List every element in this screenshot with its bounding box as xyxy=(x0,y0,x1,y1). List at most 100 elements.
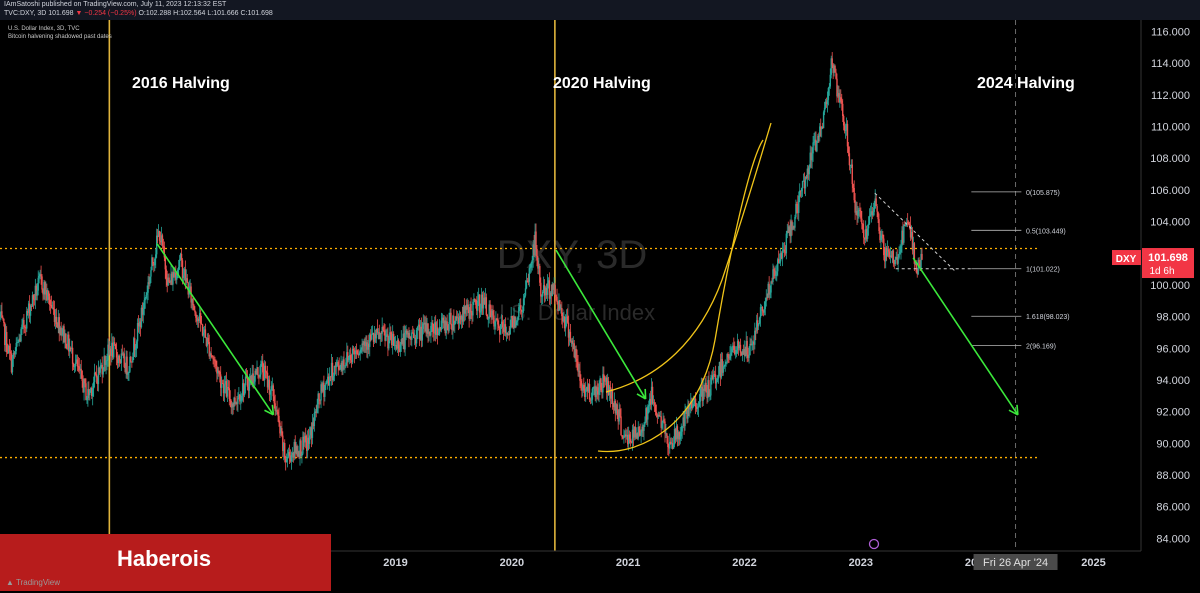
candle-body xyxy=(200,323,203,325)
candle-body xyxy=(159,240,162,243)
candle-body xyxy=(909,225,912,238)
candle-body xyxy=(380,333,382,335)
x-tick-label: 2019 xyxy=(383,557,407,569)
candle-body xyxy=(21,324,23,330)
candle-body xyxy=(657,414,660,417)
candle-body xyxy=(482,297,485,309)
candle-body xyxy=(234,397,236,404)
candle-body xyxy=(489,304,491,311)
candle-body xyxy=(170,273,172,283)
price-chart[interactable]: DXY, 3D U.S. Dollar Index 0(105.875)0.5(… xyxy=(0,20,1200,593)
candle-body xyxy=(299,440,301,458)
candle-body xyxy=(820,126,822,130)
candle-body xyxy=(519,305,521,308)
candle-body xyxy=(136,322,139,342)
candle-body xyxy=(729,355,731,359)
candle-body xyxy=(30,305,33,307)
price-axis[interactable] xyxy=(1141,20,1200,551)
candle-body xyxy=(103,356,105,371)
candle-body xyxy=(303,436,305,443)
candle-body xyxy=(499,328,501,335)
candle-body xyxy=(528,268,531,282)
arrow-head xyxy=(1008,409,1019,416)
candle-body xyxy=(440,320,443,330)
candle-body xyxy=(582,385,584,391)
candle-body xyxy=(522,298,525,311)
candle-body xyxy=(349,355,352,361)
candle-body xyxy=(855,210,857,213)
candle-body xyxy=(680,431,682,437)
candle-body xyxy=(232,403,234,407)
candle-body xyxy=(585,386,588,390)
candle-body xyxy=(676,426,679,439)
candle-body xyxy=(24,327,26,329)
candle-body xyxy=(182,275,185,278)
candle-body xyxy=(771,281,773,283)
candle-body xyxy=(848,153,851,166)
candle-body xyxy=(707,380,709,399)
candle-body xyxy=(465,305,467,310)
candle-body xyxy=(652,402,655,404)
candle-body xyxy=(134,348,137,350)
last-price-label: 101.698 xyxy=(48,10,74,17)
candle-body xyxy=(256,367,258,375)
candle-body xyxy=(397,340,400,349)
candle-body xyxy=(58,317,60,334)
candle-body xyxy=(38,276,40,278)
candle-body xyxy=(490,310,492,318)
candle-body xyxy=(714,374,717,384)
candle-body xyxy=(736,341,739,351)
candle-body xyxy=(228,388,231,400)
event-marker-icon[interactable] xyxy=(868,538,880,550)
candle-body xyxy=(155,254,157,259)
candle-body xyxy=(747,354,749,358)
symbol-info: TVC:DXY, 3D 101.698 ▼ −0.254 (−0.25%) O:… xyxy=(4,10,273,17)
fib-level-label: 2(96.169) xyxy=(1026,344,1056,351)
candle-body xyxy=(689,406,691,410)
candle-body xyxy=(865,229,868,239)
candle-body xyxy=(602,374,604,393)
candle-body xyxy=(496,318,498,320)
fib-level-label: 0.5(103.449) xyxy=(1026,228,1066,235)
candle-body xyxy=(563,316,566,329)
candle-body xyxy=(893,262,896,265)
candle-body xyxy=(370,334,373,340)
candle-body xyxy=(921,253,923,260)
candle-body xyxy=(79,368,81,371)
candle-body xyxy=(99,365,102,373)
candle-body xyxy=(14,351,16,355)
candle-body xyxy=(253,381,255,384)
candle-body xyxy=(813,142,815,144)
candle-body xyxy=(124,366,126,373)
candle-body xyxy=(541,291,544,297)
candle-body xyxy=(28,303,31,316)
halving-2024-label: 2024 Halving xyxy=(977,75,1075,92)
candle-body xyxy=(748,355,750,358)
candle-body xyxy=(662,419,664,423)
candle-body xyxy=(161,235,164,246)
candle-body xyxy=(504,324,507,334)
candle-body xyxy=(408,333,410,339)
candle-body xyxy=(531,259,533,264)
candle-body xyxy=(649,398,652,405)
candle-body xyxy=(679,436,681,440)
candle-body xyxy=(540,282,542,297)
candle-body xyxy=(389,332,391,341)
candle-body xyxy=(387,334,389,349)
candle-body xyxy=(810,152,812,161)
candle-body xyxy=(756,320,758,331)
candle-body xyxy=(85,383,87,400)
candle-body xyxy=(391,334,393,346)
y-tick-label: 104.000 xyxy=(1150,217,1190,229)
arrow-head xyxy=(636,393,647,400)
halving-2016-label: 2016 Halving xyxy=(132,75,230,92)
trend-arrow-shaft xyxy=(156,243,275,416)
candle-body xyxy=(568,331,571,338)
candle-body xyxy=(203,329,206,333)
candle-body xyxy=(617,410,619,422)
candle-body xyxy=(265,372,268,374)
candle-body xyxy=(274,403,276,411)
candle-body xyxy=(563,316,565,322)
candle-body xyxy=(251,373,253,384)
candle-body xyxy=(888,251,891,258)
